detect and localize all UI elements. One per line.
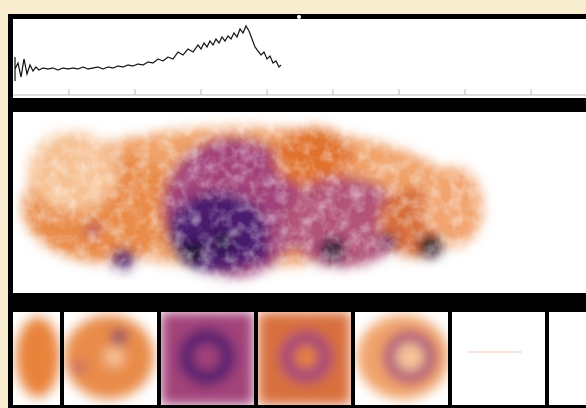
signal-trace-plot [13,24,586,96]
trace-axis-ticks [13,89,586,96]
film-frame [13,312,60,405]
signal-trace-line [14,24,282,78]
figure-frame [8,14,586,408]
film-frame-image [452,312,545,405]
signal-trace-panel [13,19,586,98]
film-frame [161,312,254,405]
film-frame-image [357,315,448,399]
film-frame-image [64,315,154,399]
heatmap-svg [13,112,586,293]
film-frame [64,312,157,405]
main-heatmap-image [13,112,586,293]
film-frame-image [161,312,254,405]
film-frame-image [549,312,586,405]
film-strip [8,309,586,408]
film-frame-image [16,317,60,397]
position-marker [297,15,301,19]
film-frame-image [258,312,351,405]
film-frame [258,312,351,405]
film-frame [549,312,586,405]
film-frame [452,312,545,405]
film-frame [355,312,448,405]
